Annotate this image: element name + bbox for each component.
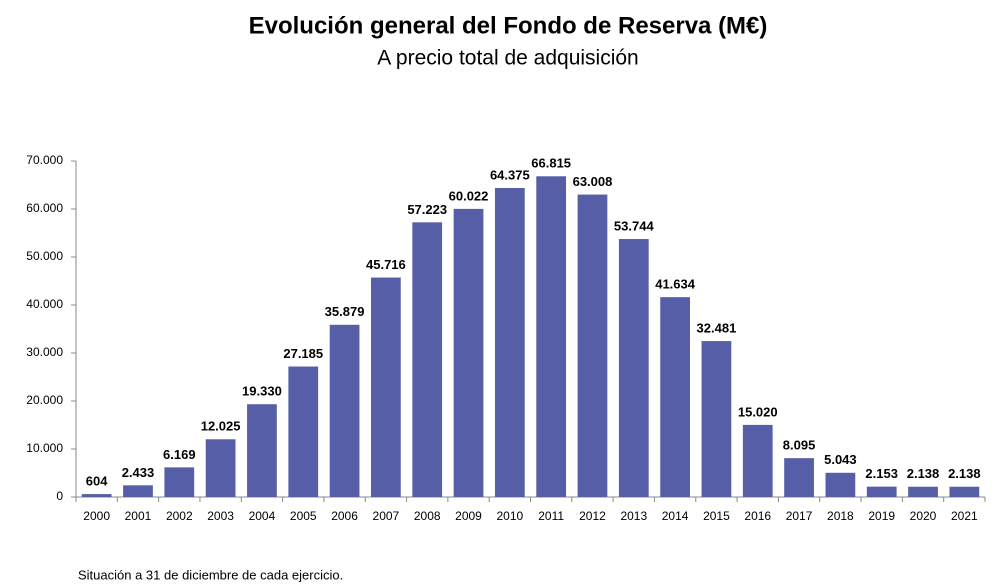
value-label: 2.138 xyxy=(907,466,940,481)
x-tick-label: 2021 xyxy=(951,509,978,523)
bar xyxy=(164,467,195,497)
x-tick-label: 2006 xyxy=(331,509,358,523)
bar xyxy=(660,297,690,497)
x-tick-label: 2018 xyxy=(827,509,854,523)
chart-subtitle: A precio total de adquisición xyxy=(377,47,639,70)
x-tick-label: 2013 xyxy=(620,509,647,523)
bar xyxy=(701,341,732,497)
bar xyxy=(371,277,401,497)
bar xyxy=(784,458,814,497)
chart-title: Evolución general del Fondo de Reserva (… xyxy=(249,12,768,39)
bar xyxy=(949,486,980,497)
bar xyxy=(825,472,856,497)
x-tick-label: 2020 xyxy=(910,509,937,523)
value-label: 2.138 xyxy=(948,466,981,481)
y-tick-label: 70.000 xyxy=(26,153,63,167)
x-tick-label: 2003 xyxy=(207,509,234,523)
y-tick-label: 60.000 xyxy=(26,201,63,215)
value-label: 19.330 xyxy=(242,384,282,399)
bar xyxy=(412,222,443,498)
x-tick-label: 2008 xyxy=(414,509,441,523)
bar xyxy=(908,486,938,497)
bar xyxy=(866,486,897,497)
x-tick-label: 2001 xyxy=(125,509,152,523)
bar xyxy=(577,194,608,498)
value-label: 60.022 xyxy=(449,188,489,203)
value-label: 45.716 xyxy=(366,257,406,272)
x-tick-label: 2009 xyxy=(455,509,482,523)
y-tick-label: 20.000 xyxy=(26,393,63,407)
value-label: 35.879 xyxy=(325,304,365,319)
bar xyxy=(288,366,319,497)
bar xyxy=(123,485,153,497)
value-label: 2.433 xyxy=(122,465,155,480)
bar xyxy=(247,404,277,497)
value-label: 32.481 xyxy=(697,321,737,336)
value-label: 8.095 xyxy=(783,438,816,453)
x-tick-label: 2016 xyxy=(744,509,771,523)
bar xyxy=(494,188,525,497)
value-label: 41.634 xyxy=(655,277,696,292)
x-tick-label: 2012 xyxy=(579,509,606,523)
x-tick-label: 2011 xyxy=(538,509,564,523)
x-tick-label: 2002 xyxy=(166,509,193,523)
x-tick-label: 2000 xyxy=(83,509,110,523)
x-tick-label: 2005 xyxy=(290,509,317,523)
bar xyxy=(453,208,484,497)
x-tick-label: 2004 xyxy=(249,509,276,523)
bar xyxy=(205,439,236,497)
x-tick-label: 2019 xyxy=(868,509,895,523)
value-label: 66.815 xyxy=(531,156,571,171)
x-tick-label: 2007 xyxy=(373,509,400,523)
value-label: 63.008 xyxy=(573,174,613,189)
x-tick-label: 2017 xyxy=(786,509,813,523)
x-tick-label: 2015 xyxy=(703,509,730,523)
bar xyxy=(329,324,360,497)
bar xyxy=(536,176,567,497)
y-tick-label: 30.000 xyxy=(26,345,63,359)
y-tick-label: 10.000 xyxy=(26,441,63,455)
value-label: 15.020 xyxy=(738,404,778,419)
value-label: 12.025 xyxy=(201,419,241,434)
y-tick-label: 40.000 xyxy=(26,297,63,311)
bar xyxy=(742,424,773,497)
value-label: 64.375 xyxy=(490,167,530,182)
bar xyxy=(81,494,112,497)
value-label: 604 xyxy=(86,474,108,489)
value-label: 5.043 xyxy=(824,452,857,467)
value-label: 57.223 xyxy=(407,202,447,217)
y-tick-label: 50.000 xyxy=(26,249,63,263)
y-tick-label: 0 xyxy=(56,489,63,503)
value-label: 6.169 xyxy=(163,447,196,462)
bar xyxy=(618,239,649,497)
value-label: 27.185 xyxy=(283,346,323,361)
footnote: Situación a 31 de diciembre de cada ejer… xyxy=(78,567,343,582)
x-tick-label: 2010 xyxy=(496,509,523,523)
value-label: 53.744 xyxy=(614,218,655,233)
x-tick-label: 2014 xyxy=(662,509,689,523)
value-label: 2.153 xyxy=(865,466,898,481)
